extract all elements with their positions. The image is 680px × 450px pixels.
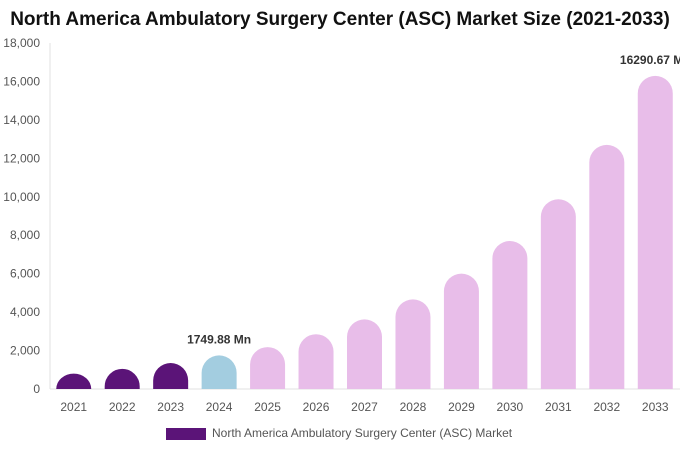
bar-2031[interactable]	[540, 199, 576, 389]
chart-title: North America Ambulatory Surgery Center …	[10, 9, 670, 30]
y-tick-label: 18,000	[3, 36, 40, 50]
bar-2026[interactable]	[298, 334, 334, 389]
bar-2027[interactable]	[347, 319, 382, 389]
data-labels: 1749.88 Mn 16290.67 Mn	[187, 53, 680, 347]
y-tick-label: 2,000	[10, 344, 40, 358]
y-tick-label: 12,000	[3, 151, 40, 165]
bar-2028[interactable]	[395, 299, 431, 389]
bar-series	[56, 75, 673, 390]
x-tick-label: 2032	[593, 400, 620, 414]
bar-2023[interactable]	[153, 363, 189, 389]
bar-2022[interactable]	[104, 368, 140, 389]
data-label-2024: 1749.88 Mn	[187, 332, 251, 346]
legend-swatch[interactable]	[166, 428, 206, 440]
y-axis: 0 2,000 4,000 6,000 8,000 10,000 12,000 14,000 1…	[3, 36, 51, 396]
legend[interactable]: North America Ambulatory Surgery Center …	[166, 426, 513, 440]
bar-2024[interactable]	[201, 355, 237, 389]
data-label-2033: 16290.67 Mn	[620, 53, 680, 67]
bar-2033[interactable]	[637, 75, 673, 390]
x-tick-label: 2022	[109, 400, 136, 414]
x-tick-label: 2029	[448, 400, 475, 414]
y-tick-label: 8,000	[10, 228, 40, 242]
y-tick-label: 6,000	[10, 267, 40, 281]
legend-label[interactable]: North America Ambulatory Surgery Center …	[212, 426, 513, 440]
x-tick-label: 2033	[642, 400, 669, 414]
y-tick-label: 10,000	[3, 190, 40, 204]
x-tick-label: 2023	[157, 400, 184, 414]
bar-2025[interactable]	[250, 347, 286, 389]
x-tick-label: 2025	[254, 400, 281, 414]
x-tick-label: 2021	[60, 400, 87, 414]
y-tick-label: 14,000	[3, 113, 40, 127]
x-tick-label: 2027	[351, 400, 378, 414]
y-tick-label: 4,000	[10, 305, 40, 319]
bar-2029[interactable]	[443, 273, 479, 389]
y-tick-label: 0	[33, 382, 40, 396]
x-tick-label: 2024	[206, 400, 233, 414]
bar-2030[interactable]	[492, 240, 528, 389]
x-tick-label: 2028	[400, 400, 427, 414]
x-tick-label: 2026	[303, 400, 330, 414]
bar-2032[interactable]	[589, 144, 625, 389]
x-axis: 2021 2022 2023 2024 2025 2026 2027 2028 2029 2030…	[50, 388, 680, 414]
x-tick-label: 2031	[545, 400, 572, 414]
y-tick-label: 16,000	[3, 74, 40, 88]
bar-2021[interactable]	[56, 373, 92, 389]
x-tick-label: 2030	[497, 400, 524, 414]
